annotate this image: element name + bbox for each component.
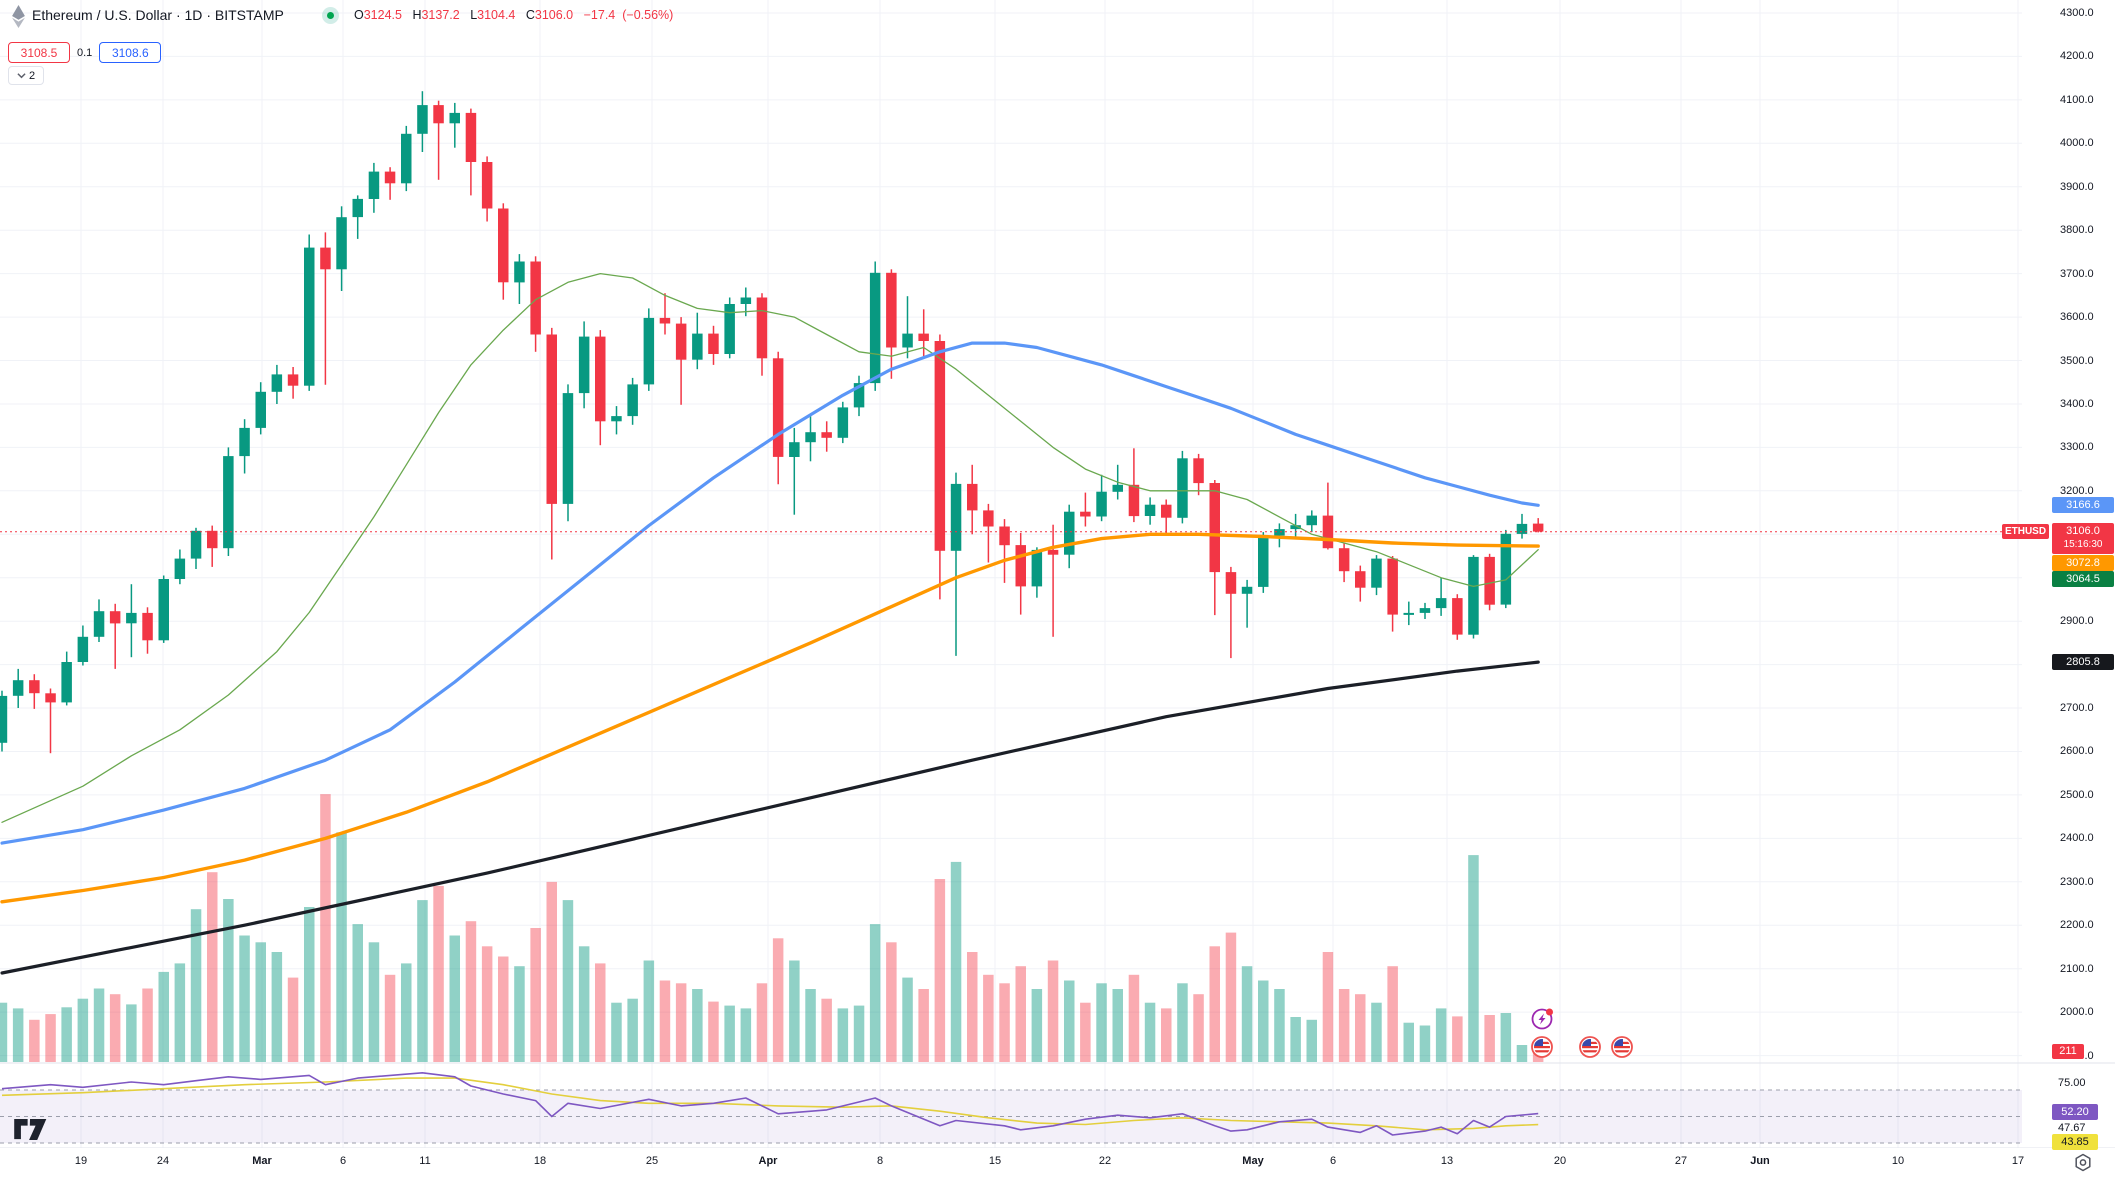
price-axis-label: 2600.0 (2060, 745, 2094, 757)
time-axis-label: 10 (1891, 1155, 1905, 1167)
pane-settings-gear-icon[interactable] (2072, 1152, 2094, 1174)
buy-button[interactable]: 3108.6 (99, 42, 162, 63)
price-label-badge: 3106.0 15:16:30 (2052, 523, 2114, 554)
time-axis-label: May (1242, 1155, 1264, 1167)
time-axis-label: 6 (1329, 1155, 1337, 1167)
time-axis-label: 17 (2011, 1155, 2025, 1167)
sell-button[interactable]: 3108.5 (8, 42, 70, 63)
event-markers[interactable] (1531, 1008, 1633, 1058)
market-open-dot (327, 12, 334, 19)
price-axis-label: 3500.0 (2060, 355, 2094, 367)
price-axis-label: 3800.0 (2060, 224, 2094, 236)
events-lightning-icon (1531, 1008, 1553, 1030)
time-axis-label: Apr (758, 1155, 778, 1167)
gridlines (0, 0, 2022, 1148)
time-axis-label: 18 (533, 1155, 547, 1167)
time-axis-label: 25 (645, 1155, 659, 1167)
price-axis-label: 2100.0 (2060, 963, 2094, 975)
symbol-price-tag: ETHUSD (2002, 524, 2049, 539)
price-axis-label: 3200.0 (2060, 485, 2094, 497)
time-axis-label: 15 (988, 1155, 1002, 1167)
tradingview-logo[interactable] (13, 1118, 48, 1146)
time-axis-label: 27 (1674, 1155, 1688, 1167)
price-label-badge: 43.85 (2052, 1134, 2098, 1150)
price-axis-label: 3600.0 (2060, 311, 2094, 323)
time-axis-label: 13 (1440, 1155, 1454, 1167)
price-label-badge: 52.20 (2052, 1104, 2098, 1120)
price-axis-label: 2400.0 (2060, 832, 2094, 844)
interval-label: 1D (184, 7, 203, 23)
exchange-label: BITSTAMP (214, 7, 284, 23)
time-axis-label: 20 (1553, 1155, 1567, 1167)
price-axis-label: 2900.0 (2060, 615, 2094, 627)
time-axis[interactable]: 19 24 Mar 6 11 18 25 Apr 8 15 22 May 6 13 20 27 Jun 10 17 (0, 1148, 2115, 1177)
price-label-badge: 211 (2052, 1044, 2084, 1059)
price-label-badge: 3072.8 (2052, 555, 2114, 571)
rsi-axis-label: 75.00 (2058, 1077, 2086, 1089)
ema-20-line (1, 272, 1539, 823)
price-axis-label: 2300.0 (2060, 876, 2094, 888)
time-axis-label: Jun (1750, 1155, 1770, 1167)
price-axis-label: 4100.0 (2060, 94, 2094, 106)
price-axis-label: 2000.0 (2060, 1006, 2094, 1018)
time-axis-label: 22 (1098, 1155, 1112, 1167)
volume-bars (0, 794, 1544, 1062)
price-axis-label: 3300.0 (2060, 441, 2094, 453)
rsi-axis-label: 47.67 (2058, 1122, 2086, 1134)
low-value: 3104.4 (477, 8, 516, 22)
price-axis-label: 2500.0 (2060, 789, 2094, 801)
price-axis-label: 3900.0 (2060, 181, 2094, 193)
us-economic-event-flag-icon (1579, 1036, 1601, 1058)
price-axis-label: 2700.0 (2060, 702, 2094, 714)
spread-value: 0.1 (77, 46, 93, 59)
price-axis-label: 4300.0 (2060, 7, 2094, 19)
symbol-title[interactable]: Ethereum / U.S. Dollar · 1D · BITSTAMP (32, 7, 284, 23)
rsi-band (0, 1089, 2022, 1144)
price-axis-label: 4000.0 (2060, 137, 2094, 149)
time-axis-label: 19 (74, 1155, 88, 1167)
time-axis-label: 11 (419, 1155, 431, 1167)
ohlc-values: O3124.5 H3137.2 L3104.4 C3106.0 −17.4 (−0… (354, 8, 674, 22)
change-value: −17.4 (583, 8, 616, 22)
price-axis-label: 2200.0 (2060, 919, 2094, 931)
ma-100-line (0, 532, 1540, 904)
time-axis-label: 24 (156, 1155, 170, 1167)
moving-average-lines (0, 272, 1540, 975)
time-axis-label: 6 (339, 1155, 347, 1167)
price-label-badge: 2805.8 (2052, 654, 2114, 670)
ma-200-line (0, 660, 1540, 975)
change-percent: (−0.56%) (622, 8, 674, 22)
high-value: 3137.2 (421, 8, 460, 22)
us-economic-event-flag-icon (1611, 1036, 1633, 1058)
us-economic-event-flag-icon (1531, 1036, 1553, 1058)
price-axis-label: 4200.0 (2060, 50, 2094, 62)
time-axis-label: 8 (876, 1155, 884, 1167)
chevron-down-icon (17, 73, 26, 79)
ma-50-line (0, 341, 1540, 845)
price-label-badge: 3166.6 (2052, 497, 2114, 513)
close-value: 3106.0 (534, 8, 574, 22)
rsi-line (1, 1072, 1539, 1136)
price-axis-label: 3400.0 (2060, 398, 2094, 410)
candlesticks (0, 91, 1544, 754)
collapse-indicators-button[interactable]: 2 (8, 66, 44, 85)
ethereum-icon (11, 5, 26, 33)
price-axis-label: 3700.0 (2060, 268, 2094, 280)
open-value: 3124.5 (363, 8, 402, 22)
time-axis-label: Mar (252, 1155, 272, 1167)
price-label-badge: 3064.5 (2052, 571, 2114, 587)
